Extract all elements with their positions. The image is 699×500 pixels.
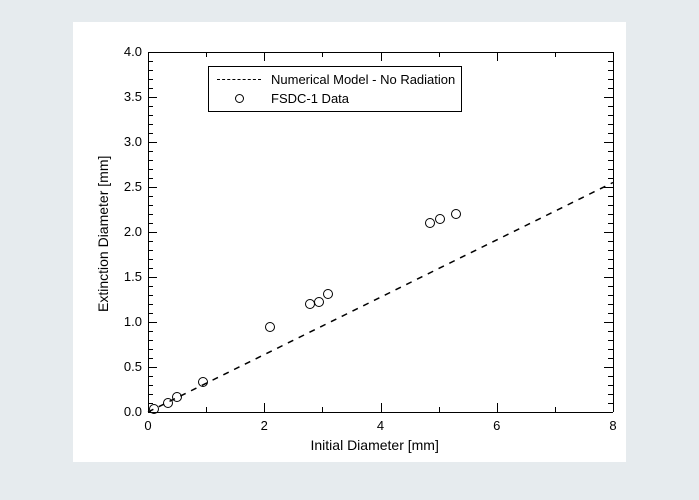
circle-icon bbox=[217, 94, 261, 103]
data-point bbox=[435, 214, 445, 224]
data-point bbox=[172, 392, 182, 402]
chart-canvas: 024680.00.51.01.52.02.53.03.54.0Initial … bbox=[73, 22, 626, 462]
legend-label: Numerical Model - No Radiation bbox=[271, 72, 455, 87]
plot-area: 024680.00.51.01.52.02.53.03.54.0Initial … bbox=[73, 22, 626, 462]
legend-label: FSDC-1 Data bbox=[271, 91, 349, 106]
dash-icon bbox=[217, 79, 261, 80]
legend: Numerical Model - No Radiation FSDC-1 Dat… bbox=[208, 66, 462, 112]
data-point bbox=[265, 322, 275, 332]
legend-item-model: Numerical Model - No Radiation bbox=[217, 72, 455, 87]
data-point bbox=[305, 299, 315, 309]
data-point bbox=[425, 218, 435, 228]
data-point bbox=[451, 209, 461, 219]
legend-item-data: FSDC-1 Data bbox=[217, 91, 349, 106]
